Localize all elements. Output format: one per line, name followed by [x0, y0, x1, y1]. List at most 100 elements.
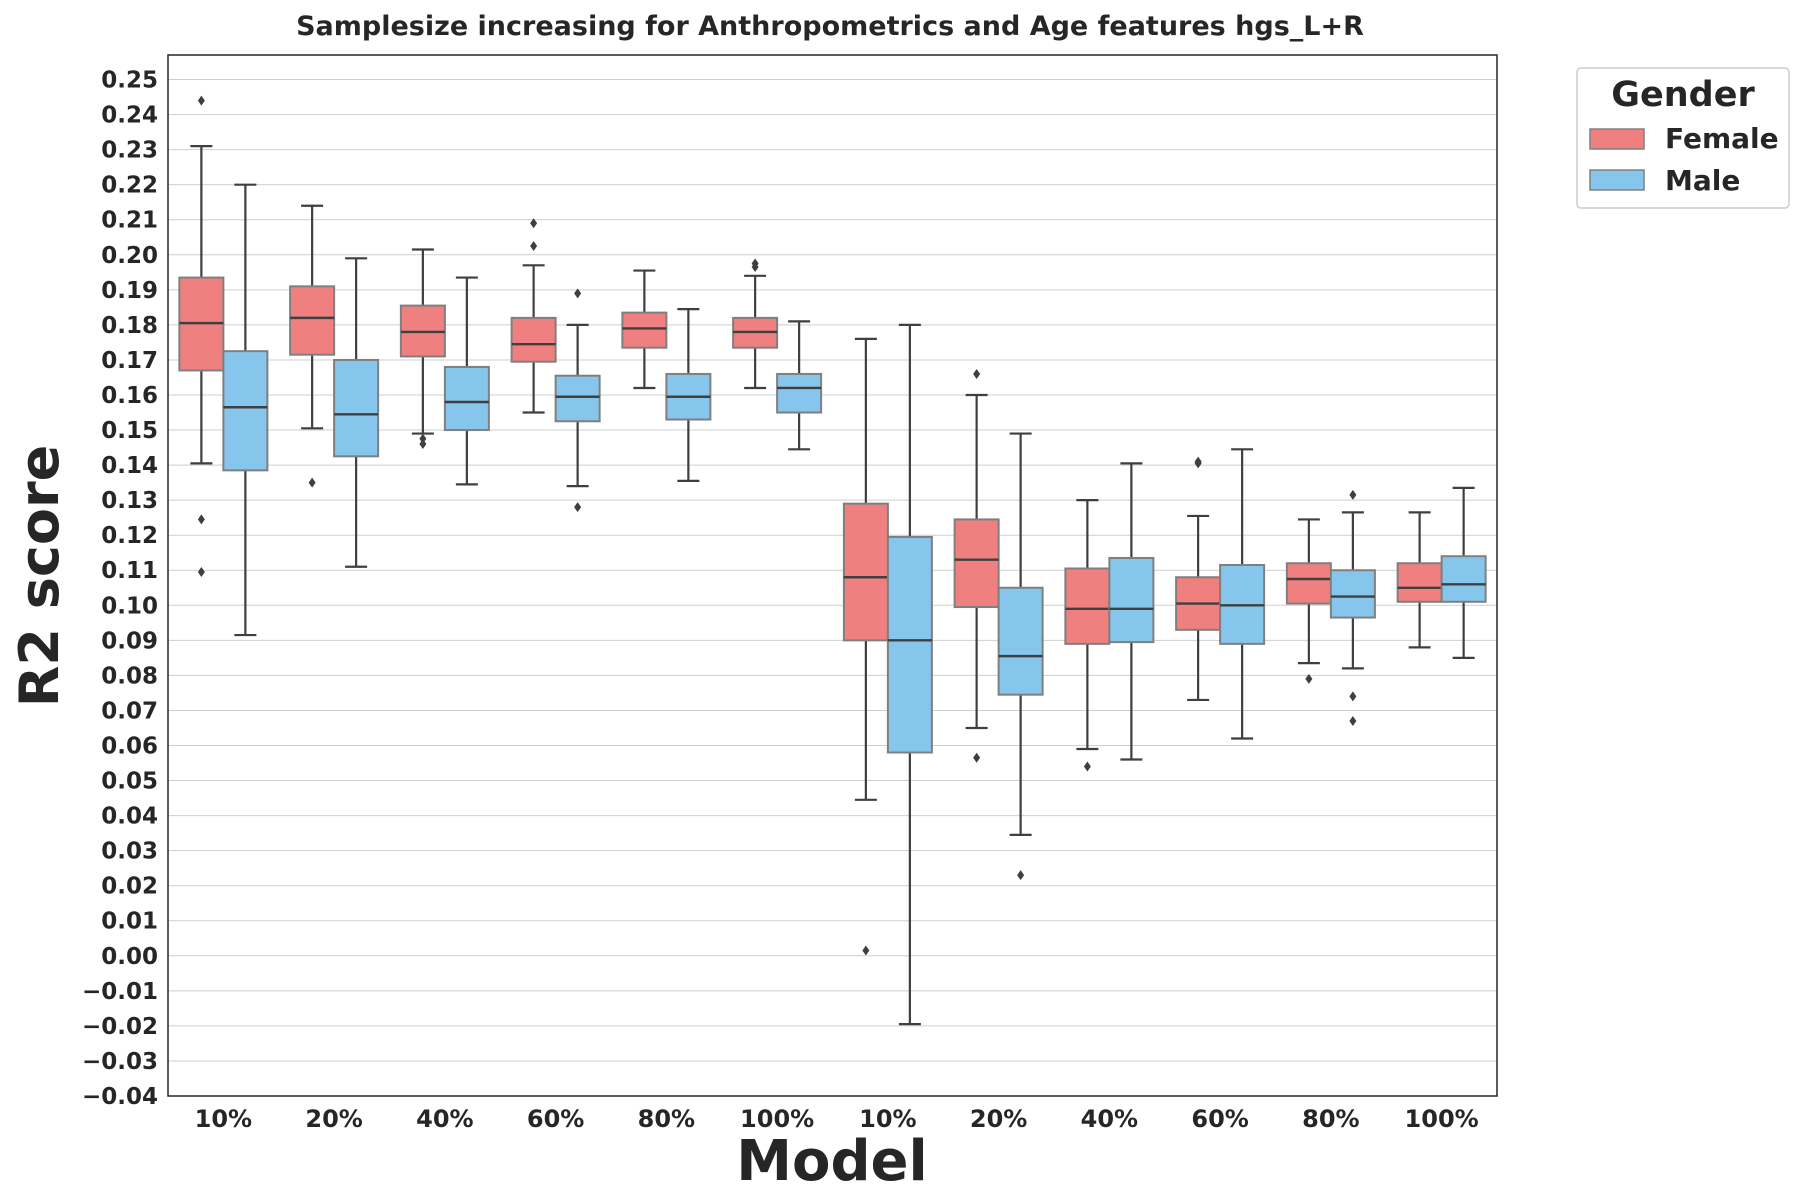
legend-label-female: Female	[1665, 122, 1779, 155]
outlier-point	[419, 439, 427, 450]
y-tick-label: 0.09	[101, 628, 158, 654]
box-iqr	[510, 316, 557, 363]
box-female	[178, 95, 225, 577]
y-tick-label: 0.25	[101, 68, 158, 94]
y-tick-label: −0.02	[82, 1014, 158, 1040]
y-tick-label: 0.03	[101, 839, 158, 865]
box-female	[842, 337, 889, 956]
box-female	[510, 218, 557, 414]
box-male	[665, 308, 712, 482]
x-tick-label: 80%	[1302, 1105, 1359, 1133]
box-iqr	[953, 518, 1000, 609]
gridlines	[168, 79, 1497, 1097]
y-tick-label: 0.24	[101, 103, 158, 129]
legend-swatch-male	[1589, 169, 1645, 191]
y-tick-label: 0.22	[101, 173, 158, 199]
box-male	[222, 183, 269, 637]
y-tick-label: 0.13	[101, 488, 158, 514]
y-tick-label: 0.23	[101, 138, 158, 164]
box-male	[886, 323, 933, 1026]
box-iqr	[776, 372, 823, 414]
y-axis-ticks: −0.04 −0.03 −0.02 −0.01 0.00 0.01 0.02 0.03 0.04…	[82, 68, 158, 1110]
box-female	[1175, 456, 1222, 702]
box-male	[1440, 486, 1487, 659]
box-female	[1285, 518, 1332, 684]
y-tick-label: 0.00	[101, 944, 158, 970]
outlier-point	[1349, 715, 1357, 726]
x-tick-label: 20%	[970, 1105, 1027, 1133]
y-tick-label: −0.01	[82, 979, 158, 1005]
box-iqr	[886, 535, 933, 754]
outlier-point	[197, 95, 205, 106]
y-tick-label: 0.18	[101, 313, 158, 339]
box-female	[1064, 499, 1111, 772]
box-female	[1396, 511, 1443, 649]
box-male	[776, 320, 823, 451]
box-female	[289, 204, 336, 488]
box-iqr	[842, 502, 889, 642]
legend-title: Gender	[1611, 75, 1755, 115]
y-tick-label: 0.02	[101, 874, 158, 900]
outlier-point	[1194, 458, 1202, 469]
outlier-point	[973, 368, 981, 379]
chart-title: Samplesize increasing for Anthropometric…	[296, 11, 1364, 42]
x-axis-label: Model	[736, 1129, 927, 1194]
box-iqr	[222, 350, 269, 472]
y-tick-label: 0.20	[101, 243, 158, 269]
outlier-point	[862, 945, 870, 956]
box-iqr	[1329, 569, 1376, 619]
y-tick-label: −0.04	[82, 1084, 158, 1110]
y-tick-label: −0.03	[82, 1049, 158, 1075]
outlier-point	[1305, 673, 1313, 684]
outlier-point	[973, 752, 981, 763]
x-tick-label: 100%	[740, 1105, 814, 1133]
box-male	[1108, 462, 1155, 761]
box-iqr	[1440, 555, 1487, 603]
outlier-point	[574, 502, 582, 513]
box-female	[732, 258, 779, 390]
y-tick-label: 0.19	[101, 278, 158, 304]
box-male	[1329, 489, 1376, 726]
x-tick-label: 10%	[859, 1105, 916, 1133]
y-axis-label: R2 score	[8, 445, 71, 707]
box-male	[443, 276, 490, 486]
outlier-point	[1083, 761, 1091, 772]
x-tick-label: 80%	[638, 1105, 695, 1133]
box-iqr	[1285, 562, 1332, 605]
box-iqr	[289, 285, 336, 356]
box-female	[953, 368, 1000, 763]
box-group	[178, 95, 1487, 1026]
x-axis-ticks: 10% 20% 40% 60% 80% 100% 10% 20% 40% 60% 80% 100%	[195, 1105, 1479, 1133]
box-female	[621, 269, 668, 390]
outlier-point	[1017, 870, 1025, 881]
y-tick-label: 0.05	[101, 769, 158, 795]
outlier-point	[574, 288, 582, 299]
outlier-point	[308, 477, 316, 488]
box-iqr	[1064, 567, 1111, 645]
y-tick-label: 0.21	[101, 208, 158, 234]
box-iqr	[1108, 556, 1155, 644]
box-iqr	[554, 374, 601, 423]
y-tick-label: 0.11	[101, 558, 158, 584]
box-male	[1219, 448, 1266, 740]
x-tick-label: 60%	[527, 1105, 584, 1133]
y-tick-label: 0.08	[101, 663, 158, 689]
x-tick-label: 10%	[195, 1105, 252, 1133]
outlier-point	[197, 514, 205, 525]
y-tick-label: 0.12	[101, 523, 158, 549]
y-tick-label: 0.01	[101, 909, 158, 935]
box-male	[554, 288, 601, 513]
outlier-point	[197, 566, 205, 577]
outlier-point	[1349, 691, 1357, 702]
outlier-point	[530, 241, 538, 252]
plot-frame	[167, 54, 1498, 1097]
y-tick-label: 0.04	[101, 804, 158, 830]
box-iqr	[443, 365, 490, 432]
x-tick-label: 40%	[416, 1105, 473, 1133]
box-female	[399, 248, 446, 450]
outlier-point	[751, 262, 759, 273]
box-male	[333, 257, 380, 568]
outlier-point	[419, 433, 427, 444]
y-tick-label: 0.15	[101, 418, 158, 444]
